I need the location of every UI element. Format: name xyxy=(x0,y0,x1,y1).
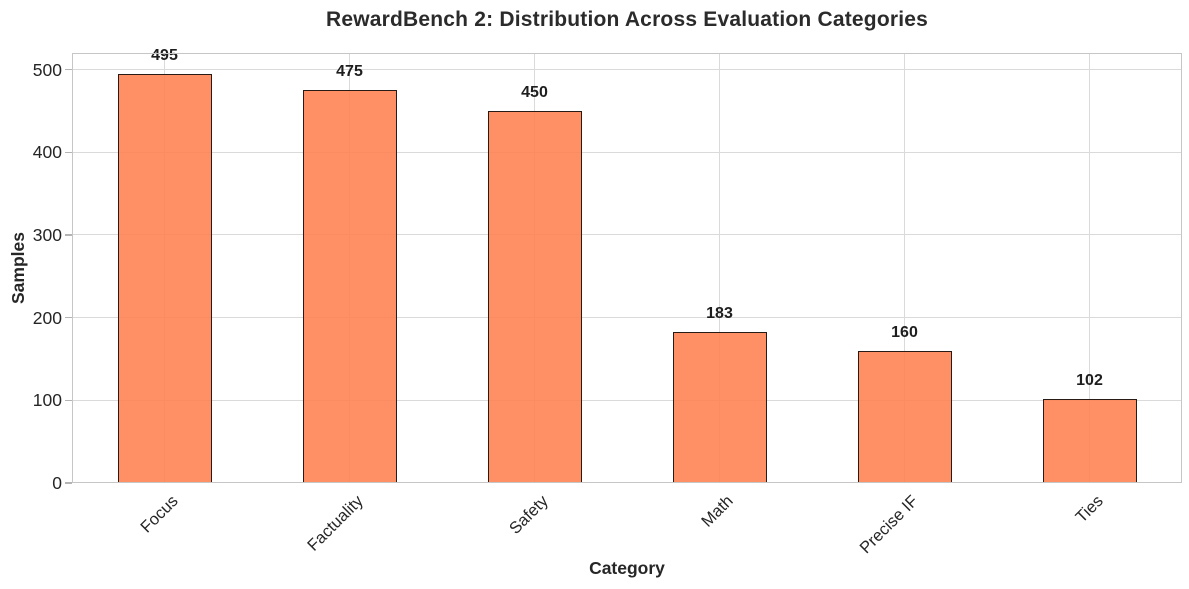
h-gridline xyxy=(72,317,1182,319)
bar-math xyxy=(672,331,767,483)
axes-spines xyxy=(72,53,1182,483)
y-tick-mark xyxy=(65,316,72,319)
y-tick-mark xyxy=(65,399,72,401)
bar-value-label: 495 xyxy=(151,46,178,64)
y-tick-label: 300 xyxy=(32,224,62,245)
v-gridline xyxy=(719,53,720,483)
y-tick-label: 500 xyxy=(32,59,62,80)
h-gridline xyxy=(72,399,1182,401)
y-tick-mark xyxy=(65,234,72,236)
bar-value-label: 450 xyxy=(521,83,548,101)
bar-value-label: 102 xyxy=(1076,371,1103,389)
x-axis-label: Category xyxy=(589,558,665,578)
h-gridline xyxy=(72,69,1182,71)
v-gridline xyxy=(904,53,905,483)
bar-value-label: 475 xyxy=(336,63,363,81)
y-tick-mark xyxy=(65,482,72,484)
bar-factuality xyxy=(302,90,397,483)
bar-ties xyxy=(1042,398,1137,483)
y-tick-mark xyxy=(65,151,72,153)
y-tick-label: 400 xyxy=(32,142,62,163)
h-gridline xyxy=(72,151,1182,153)
plot-area: 495 475 450 183 160 102 xyxy=(72,47,1182,483)
bar-focus xyxy=(117,73,212,483)
y-tick-label: 100 xyxy=(32,390,62,411)
bar-value-label: 160 xyxy=(891,323,918,341)
y-tick-mark xyxy=(65,68,72,71)
y-tick-label: 200 xyxy=(32,307,62,328)
chart-title: RewardBench 2: Distribution Across Evalu… xyxy=(325,8,929,31)
bar-value-label: 183 xyxy=(706,304,733,322)
bar-safety xyxy=(487,110,582,483)
bar-precise-if xyxy=(857,350,952,483)
y-tick-label: 0 xyxy=(52,473,62,493)
v-gridline xyxy=(1089,53,1090,483)
h-gridline xyxy=(72,234,1182,236)
